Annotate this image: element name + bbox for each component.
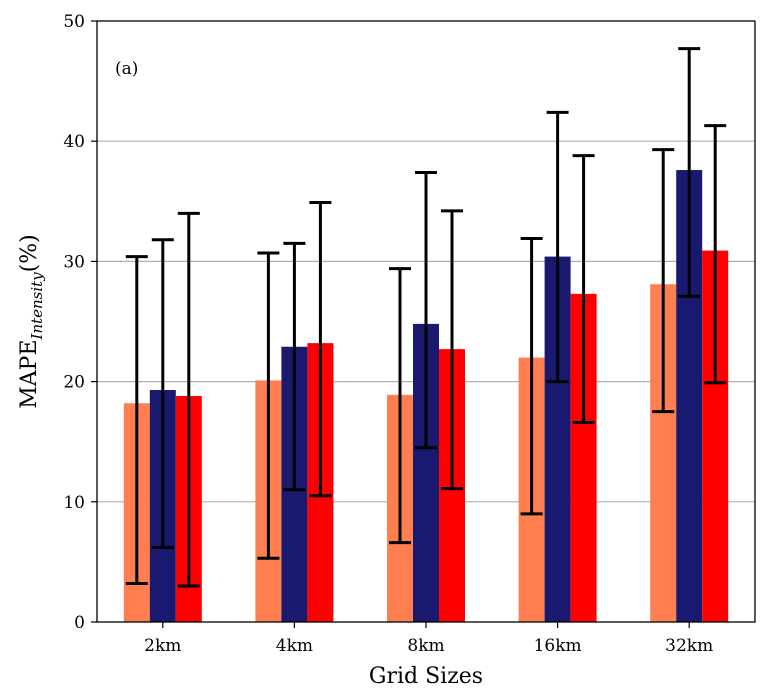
y-axis-title-suffix: (%) bbox=[17, 234, 42, 272]
y-axis-title-main: MAPE bbox=[17, 339, 42, 408]
x-axis-ticks: 2km 4km 8km 16km 32km bbox=[144, 622, 713, 656]
y-tick-label-50: 50 bbox=[63, 12, 85, 32]
y-axis-ticks: 0 10 20 30 40 50 bbox=[63, 12, 97, 633]
x-tick-label-4km: 4km bbox=[276, 636, 313, 656]
y-tick-label-30: 30 bbox=[63, 252, 85, 272]
x-tick-label-2km: 2km bbox=[144, 636, 181, 656]
y-tick-label-0: 0 bbox=[74, 613, 85, 633]
x-tick-label-32km: 32km bbox=[665, 636, 713, 656]
y-tick-label-20: 20 bbox=[63, 373, 85, 393]
x-tick-label-16km: 16km bbox=[534, 636, 582, 656]
y-axis-title-subscript: Intensity bbox=[28, 272, 46, 341]
y-tick-label-10: 10 bbox=[63, 493, 85, 513]
y-axis-title: MAPEIntensity(%) bbox=[17, 234, 46, 409]
x-axis-title: Grid Sizes bbox=[369, 664, 483, 689]
x-tick-label-8km: 8km bbox=[407, 636, 444, 656]
panel-label: (a) bbox=[115, 59, 138, 79]
y-tick-label-40: 40 bbox=[63, 132, 85, 152]
error-bars bbox=[125, 47, 727, 588]
